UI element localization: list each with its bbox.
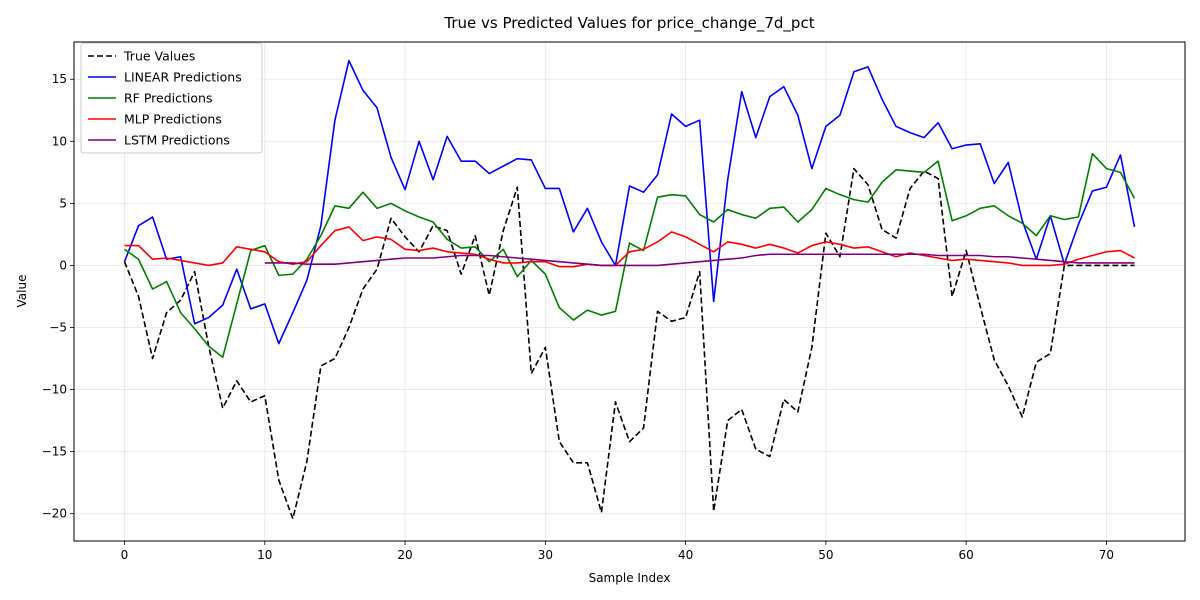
y-tick-label: −5 — [49, 320, 67, 334]
y-axis-ticks: −20 −15 −10 −5 0 5 10 15 — [42, 72, 74, 521]
legend-box — [80, 42, 263, 154]
legend-label: RF Predictions — [124, 91, 212, 106]
legend-label: True Values — [123, 49, 195, 64]
x-tick-label: 40 — [678, 548, 693, 562]
legend-label: LINEAR Predictions — [124, 70, 242, 85]
series-lines — [123, 59, 1136, 520]
y-axis-label: Value — [15, 275, 29, 308]
plot-area-frame — [73, 41, 1186, 542]
y-tick-label: 0 — [59, 258, 67, 272]
legend: True Values LINEAR Predictions RF Predicti… — [80, 42, 263, 154]
x-tick-label: 0 — [121, 548, 129, 562]
x-axis-ticks: 0 10 20 30 40 50 60 70 — [121, 541, 1114, 562]
series-line-lstm-predictions — [264, 253, 1135, 267]
series-line-true-values — [123, 167, 1135, 520]
x-tick-label: 10 — [257, 548, 272, 562]
chart-title: True vs Predicted Values for price_chang… — [443, 14, 814, 33]
legend-label: MLP Predictions — [124, 112, 222, 127]
y-tick-label: −10 — [42, 383, 67, 397]
series-line-mlp-predictions — [124, 226, 1135, 268]
x-tick-label: 60 — [959, 548, 974, 562]
x-tick-label: 50 — [818, 548, 833, 562]
series-line-rf-predictions — [124, 152, 1136, 359]
legend-label: LSTM Predictions — [124, 133, 230, 148]
y-tick-label: −15 — [42, 445, 67, 459]
x-tick-label: 30 — [538, 548, 553, 562]
x-tick-label: 20 — [397, 548, 412, 562]
y-tick-label: 5 — [59, 196, 67, 210]
y-tick-label: 15 — [52, 72, 67, 86]
x-axis-label: Sample Index — [589, 571, 671, 585]
series-line-linear-predictions — [123, 59, 1136, 345]
x-tick-label: 70 — [1099, 548, 1114, 562]
y-tick-label: −20 — [42, 507, 67, 521]
y-tick-label: 10 — [52, 134, 67, 148]
